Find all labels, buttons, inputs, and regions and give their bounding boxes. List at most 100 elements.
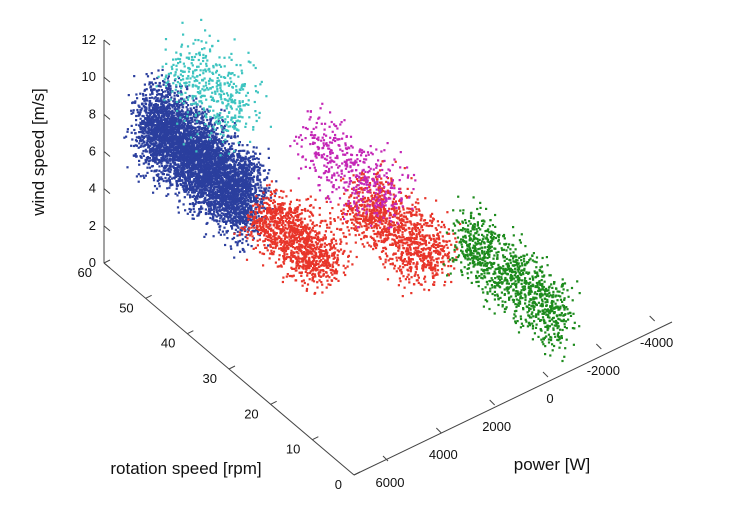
data-point — [187, 104, 190, 107]
data-point — [176, 165, 179, 168]
data-point — [178, 175, 182, 178]
data-point — [173, 131, 176, 134]
data-point — [125, 135, 128, 138]
data-point — [208, 186, 211, 189]
data-point — [165, 194, 168, 197]
data-point — [150, 102, 153, 105]
data-point — [250, 184, 253, 187]
data-point — [130, 124, 133, 127]
data-point — [179, 120, 182, 123]
data-point — [231, 188, 234, 191]
data-point — [241, 191, 244, 194]
data-point — [218, 208, 221, 211]
data-point — [234, 215, 237, 218]
data-point — [145, 97, 148, 100]
data-point — [220, 208, 224, 211]
data-point — [188, 113, 191, 116]
data-point — [176, 180, 179, 183]
data-point — [172, 140, 175, 143]
data-point — [146, 116, 149, 119]
data-point — [241, 248, 245, 252]
data-point — [263, 194, 266, 197]
data-point — [175, 121, 178, 124]
data-point — [187, 182, 190, 185]
data-point — [199, 134, 202, 137]
data-point — [251, 178, 254, 181]
data-point — [234, 196, 237, 199]
data-point — [167, 82, 170, 86]
data-point — [169, 175, 172, 178]
data-point — [241, 221, 244, 224]
data-point — [209, 141, 212, 144]
data-point — [178, 199, 181, 202]
data-point — [189, 146, 192, 149]
data-point — [175, 102, 178, 105]
data-point — [188, 110, 191, 113]
data-point — [165, 138, 168, 141]
data-point — [210, 129, 213, 132]
data-point — [149, 128, 152, 131]
data-point — [231, 212, 234, 215]
data-point — [192, 155, 195, 158]
data-point — [193, 156, 196, 159]
data-point — [227, 166, 230, 169]
data-point — [198, 175, 202, 178]
data-point — [236, 192, 239, 195]
data-point — [179, 153, 182, 156]
data-point — [168, 103, 171, 106]
data-point — [178, 127, 181, 130]
data-point — [176, 115, 179, 118]
data-point — [183, 149, 186, 152]
data-point — [157, 152, 160, 155]
y-tick-mark — [145, 294, 152, 299]
data-point — [139, 92, 142, 95]
data-point — [148, 151, 151, 154]
data-point — [166, 187, 169, 190]
data-point — [175, 187, 178, 190]
data-point — [189, 119, 192, 122]
data-point — [234, 177, 237, 180]
data-point — [160, 102, 163, 106]
data-point — [233, 186, 236, 189]
data-point — [265, 187, 268, 190]
data-point — [242, 166, 245, 170]
data-point — [153, 105, 156, 108]
data-point — [186, 165, 190, 169]
data-point — [135, 114, 138, 118]
data-point — [223, 193, 226, 196]
data-point — [203, 162, 206, 165]
data-point — [196, 145, 199, 148]
data-point — [182, 103, 185, 106]
data-point — [210, 156, 213, 159]
data-point — [222, 169, 225, 172]
data-point — [188, 178, 191, 181]
data-point — [207, 176, 210, 179]
data-point — [236, 234, 239, 237]
data-point — [194, 168, 197, 171]
data-point — [152, 176, 155, 179]
data-point — [211, 213, 214, 216]
data-point — [210, 171, 213, 174]
data-point — [212, 217, 215, 220]
data-point — [168, 121, 172, 124]
data-point — [139, 108, 142, 111]
data-point — [212, 145, 215, 149]
data-point — [161, 124, 164, 127]
data-point — [169, 110, 172, 113]
data-point — [245, 240, 248, 243]
data-point — [175, 125, 179, 128]
data-point — [239, 156, 242, 159]
data-point — [237, 240, 240, 243]
data-point — [226, 185, 229, 188]
data-point — [197, 137, 200, 140]
data-point — [227, 143, 231, 146]
data-point — [236, 188, 239, 191]
data-point — [227, 219, 230, 222]
data-point — [145, 121, 148, 124]
data-point — [185, 87, 189, 90]
data-point — [231, 227, 234, 230]
data-point — [218, 114, 221, 117]
data-point — [229, 187, 232, 190]
data-point — [202, 181, 206, 185]
data-point — [177, 163, 180, 166]
